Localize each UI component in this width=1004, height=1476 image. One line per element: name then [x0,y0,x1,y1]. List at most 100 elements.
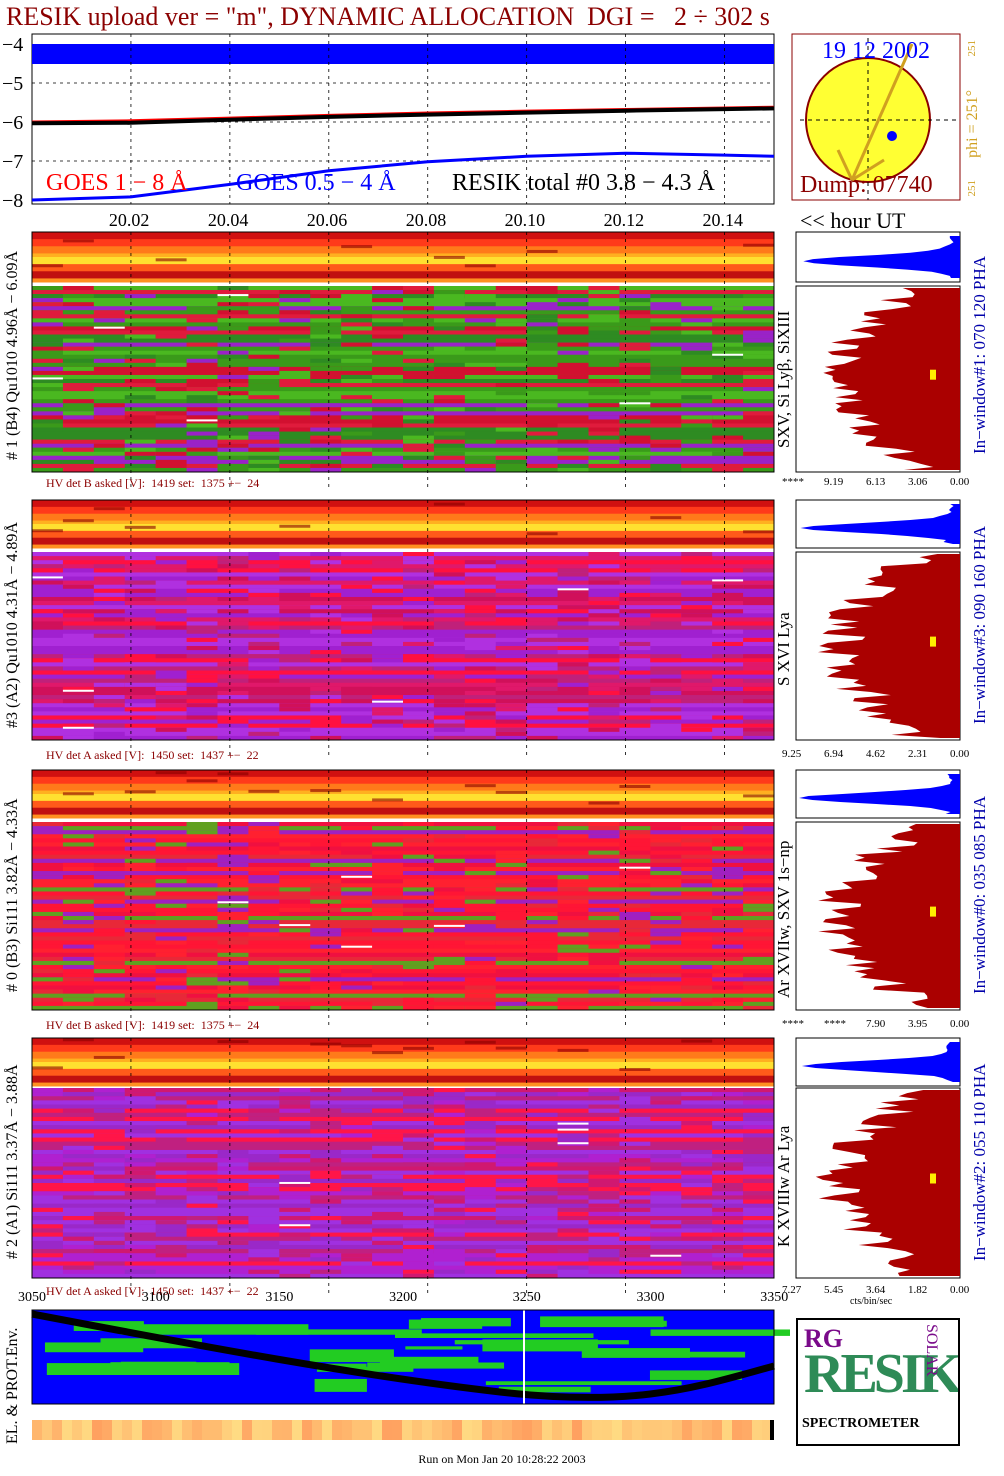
spectrum-cell [588,459,620,465]
spectrum-cell [588,727,620,733]
spectrum-cell [93,1261,125,1267]
spectrum-cell [93,564,125,569]
spectrum-cell [464,467,496,473]
spectrum-cell [372,350,403,356]
spectrum-cell [279,707,311,712]
spectrum-cell [62,286,94,291]
spectrum-cell [588,875,620,880]
spectrum-row [32,834,774,839]
orbit-color-strip [502,1420,512,1440]
spectrum-cell [62,633,94,639]
spectrum-cell [743,370,774,376]
spectrum-cell [743,1005,774,1011]
spectrum-cell [124,354,156,360]
spectrum-cell [650,580,682,586]
spectrum-cell [588,719,620,725]
spectrum-cell [681,330,713,335]
spectrum-cell [341,1121,373,1126]
spectrum-cell [32,294,63,299]
orbit-particle-band [46,1363,240,1375]
spectrum-cell [588,1257,620,1262]
spectrum-cell [464,588,496,594]
detector-label: # 0 (B3) Si111 3.82Å − 4.33Å [4,798,21,992]
spectrum-cell [588,1104,620,1110]
spectrum-cell [248,294,280,299]
spectrum-cell [619,850,651,856]
orbit-color-strip [252,1420,262,1440]
spectrum-cell [557,1125,589,1130]
orbit-color-strip [732,1420,742,1440]
spectrum-cell [93,415,125,420]
spectrum-cell [279,1207,311,1213]
spectrum-cell [588,948,620,954]
spectrum-cell [32,374,63,380]
spectrum-cell [588,415,620,420]
spectrum-cell [403,1269,434,1275]
spectrum-cell [712,306,744,311]
spectrum-cell [248,830,280,835]
spectrum-cell [279,338,311,344]
spectrum-cell [155,387,187,392]
spectrum-cell [743,1244,774,1250]
spectrum-cell [403,419,434,424]
spectrum-cell [155,609,187,614]
spectrum-cell [619,403,651,408]
spectrum-cell [712,875,744,880]
orbit-color-strip [192,1420,202,1440]
spectrum-cell [372,1240,403,1246]
spectrum-cell [62,1232,94,1238]
spectrum-cell [310,928,342,933]
spectrum-cell [619,1195,651,1200]
spectrum-band [32,1072,774,1077]
spectrum-cell [495,911,527,917]
spectrum-cell [433,455,465,461]
spectrum-cell [279,1253,311,1258]
time-tick-label: 20.02 [108,210,150,230]
spectrum-cell [743,1178,774,1184]
spectrum-cell [588,1108,620,1114]
spectrum-cell [310,334,342,339]
spectrum-cell [650,854,682,860]
spectrum-cell [403,439,434,445]
spectrum-band [32,517,774,522]
spectrum-cell [403,306,434,311]
spectrum-cell [124,568,156,573]
spectrum-cell [372,290,403,295]
spectrum-cell [588,965,620,970]
spectrum-cell [403,1137,434,1143]
spectrum-cell [372,887,403,892]
spectrum-cell [495,658,527,663]
spectrum-cell [248,932,280,937]
spectrum-cell [372,1145,403,1151]
orbit-particle-band [316,1366,414,1372]
spectrum-row [32,1257,774,1262]
spectrum-cell [310,899,342,905]
pha-histogram [801,1042,960,1082]
spectrum-cell [681,318,713,323]
spectrum-cell [248,302,280,307]
spectrum-cell [403,560,434,565]
spectrum-cell [433,1211,465,1217]
spectrum-cell [743,997,774,1003]
spectrum-cell [743,1199,774,1205]
spectrum-cell [124,379,156,384]
spectrum-cell [681,1236,713,1242]
spectrum-cell [557,1228,589,1233]
spectrum-cell [681,621,713,626]
spectrum-cell [403,617,434,622]
spectrum-band [248,789,280,793]
spectrum-cell [279,850,311,856]
spectrum-row [32,920,774,925]
spectrum-cell [619,431,651,437]
spectrum-cell [526,883,558,888]
orbit-color-strip [282,1420,292,1440]
spectrum-cell [310,294,342,299]
spectrum-cell [310,629,342,635]
orbit-particle-band [379,1356,479,1368]
spectrum-cell [217,564,249,569]
spectrum-cell [62,1236,94,1242]
spectrum-cell [62,989,94,995]
spectrum-cell [743,903,774,909]
spectrum-cell [155,1240,187,1246]
spectrum-row [32,916,774,921]
